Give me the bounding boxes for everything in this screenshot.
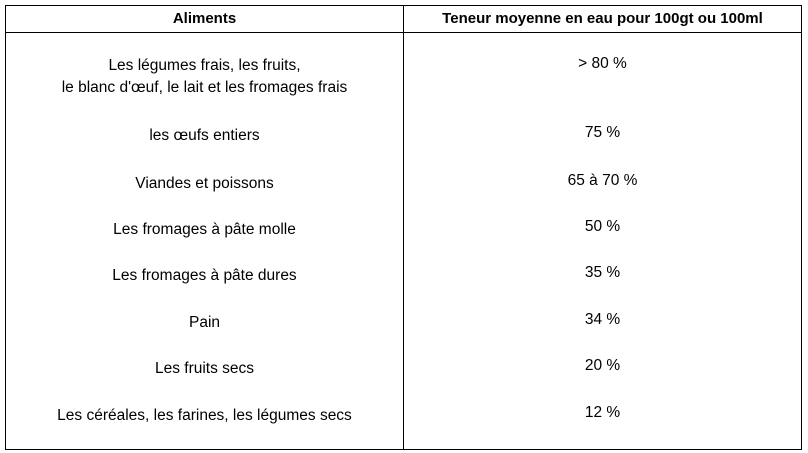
column-divider [403,6,404,449]
table-row-water: 75 % [584,124,621,141]
table-row-water: 12 % [584,404,621,421]
water-content-table: Aliments Teneur moyenne en eau pour 100g… [5,5,802,450]
table-row-food: Pain [188,314,221,331]
table-row-water: > 80 % [578,55,627,72]
table-row-food: Viandes et poissons [135,175,274,192]
table-row-water: 50 % [584,218,621,235]
table-row-food: Les fromages à pâte dures [112,267,297,284]
table-row-water: 20 % [584,357,621,374]
table-row-food: les œufs entiers [149,127,260,144]
table-row-food: Les céréales, les farines, les légumes s… [57,407,352,424]
table-row-food: Les légumes frais, les fruits, le blanc … [61,57,348,96]
header-water-content: Teneur moyenne en eau pour 100gt ou 100m… [442,10,763,27]
table-header-row: Aliments Teneur moyenne en eau pour 100g… [6,6,801,33]
table-row-food: Les fruits secs [154,360,255,377]
table-row-water: 35 % [584,264,621,281]
table-row-water: 65 à 70 % [567,172,638,189]
table-row-food: Les fromages à pâte molle [113,221,296,238]
header-aliments: Aliments [172,10,237,27]
table-row-water: 34 % [584,311,621,328]
